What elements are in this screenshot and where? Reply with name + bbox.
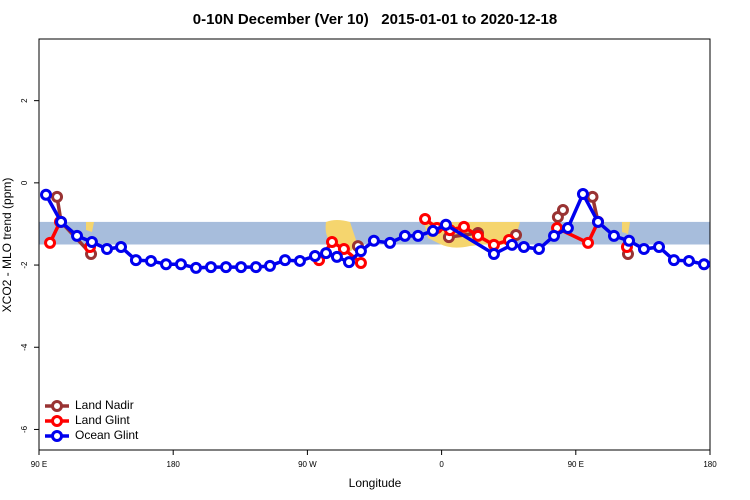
band-layer (39, 221, 710, 245)
x-tick-label: 0 (439, 460, 444, 469)
point (100, 243, 113, 256)
x-tick-label: 90 W (298, 460, 317, 469)
legend-label: Land Glint (75, 413, 130, 427)
x-tick-label: 180 (703, 460, 717, 469)
point (129, 254, 142, 267)
point (653, 240, 666, 253)
y-tick-label: -4 (20, 343, 29, 351)
point (471, 229, 484, 242)
point (576, 187, 589, 200)
point (561, 222, 574, 235)
point (343, 256, 356, 269)
point (367, 234, 380, 247)
point (174, 258, 187, 271)
point (55, 215, 68, 228)
point (384, 236, 397, 249)
point (412, 229, 425, 242)
point (505, 238, 518, 251)
point (667, 254, 680, 267)
point (160, 258, 173, 271)
point (682, 254, 695, 267)
point (337, 243, 350, 256)
point (623, 234, 636, 247)
point (279, 254, 292, 267)
point (309, 250, 322, 263)
y-tick-label: -2 (20, 261, 29, 269)
point (320, 247, 333, 260)
point (548, 229, 561, 242)
point (607, 229, 620, 242)
point (204, 261, 217, 274)
point (457, 220, 470, 233)
point (398, 229, 411, 242)
y-tick-label: 2 (20, 98, 29, 103)
point (71, 229, 84, 242)
chart-title: 0-10N December (Ver 10) 2015-01-01 to 20… (193, 11, 557, 28)
legend-marker (51, 400, 63, 412)
point (426, 224, 439, 237)
legend-marker (51, 430, 63, 442)
point (85, 236, 98, 249)
point (190, 261, 203, 274)
point (40, 188, 53, 201)
point (582, 236, 595, 249)
point (439, 218, 452, 231)
legend-label: Ocean Glint (75, 428, 139, 442)
point (586, 190, 599, 203)
point (354, 245, 367, 258)
plot-frame (38, 38, 711, 451)
point (249, 261, 262, 274)
point (115, 240, 128, 253)
point (556, 203, 569, 216)
point (532, 243, 545, 256)
point (293, 254, 306, 267)
point (263, 259, 276, 272)
point (354, 256, 367, 269)
point (330, 250, 343, 263)
point (592, 215, 605, 228)
point (144, 254, 157, 267)
x-tick-label: 180 (167, 460, 181, 469)
y-tick-label: -6 (20, 425, 29, 433)
point (698, 258, 711, 271)
point (419, 213, 432, 226)
x-axis-label: Longitude (349, 476, 402, 490)
legend-label: Land Nadir (75, 398, 134, 412)
point (235, 261, 248, 274)
x-tick-label: 90 E (568, 460, 584, 469)
point (637, 243, 650, 256)
point (326, 236, 339, 249)
band (39, 221, 710, 245)
y-tick-label: 0 (20, 180, 29, 185)
point (219, 261, 232, 274)
point (517, 240, 530, 253)
legend-marker (51, 415, 63, 427)
point (44, 236, 57, 249)
point (51, 190, 64, 203)
x-tick-label: 90 E (31, 460, 47, 469)
y-axis-label: XCO2 - MLO trend (ppm) (0, 178, 14, 313)
point (487, 247, 500, 260)
